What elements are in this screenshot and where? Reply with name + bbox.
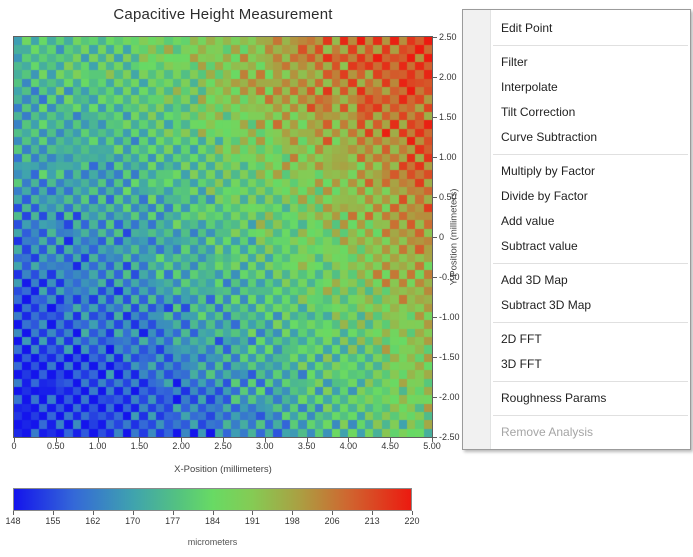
menu-item-remove-analysis: Remove Analysis [501,425,594,439]
y-tick-label: -2.00 [439,392,460,402]
colorbar-tick-mark [292,511,294,515]
menu-item-add-3d-map[interactable]: Add 3D Map [501,273,568,287]
colorbar-tick-mark [92,511,94,515]
y-tick-label: -2.50 [439,432,460,442]
y-tick-mark [433,237,437,238]
x-tick-mark [181,438,183,442]
menu-separator [493,415,688,416]
x-tick-label: 5.00 [423,441,441,451]
y-tick-label: 2.50 [439,32,457,42]
x-tick-label: 2.00 [172,441,190,451]
menu-separator [493,322,688,323]
colorbar-tick-label: 191 [244,516,260,526]
colorbar-tick-label: 170 [125,516,141,526]
x-tick-label: 4.00 [339,441,358,451]
colorbar-tick-mark [412,511,413,515]
y-tick-label: -1.00 [439,312,460,322]
y-tick-mark [433,37,437,38]
colorbar-tick-label: 177 [165,516,181,526]
colorbar-tick-mark [212,511,214,515]
y-tick-mark [433,197,437,198]
menu-item-subtract-value[interactable]: Subtract value [501,239,578,253]
chart-title: Capacitive Height Measurement [113,6,333,23]
menu-separator [493,154,688,155]
y-axis-label: Y-Position (millimeters) [448,188,460,286]
x-tick-mark [223,438,224,442]
heatmap-plot-area[interactable] [13,36,433,438]
colorbar-tick-label: 148 [5,516,21,526]
x-tick-mark [348,438,350,442]
x-tick-mark [14,438,15,442]
menu-item-add-value[interactable]: Add value [501,214,555,228]
colorbar-tick-label: 206 [324,516,340,526]
y-tick-mark [433,317,437,318]
colorbar [13,488,412,511]
y-tick-label: -0.50 [439,272,460,282]
x-tick-mark [139,438,141,442]
x-tick-label: 0 [11,441,17,451]
y-tick-mark [433,397,437,398]
menu-separator [493,263,688,264]
context-menu-items: Edit Point Filter Interpolate Tilt Correcti… [463,10,690,451]
menu-item-filter[interactable]: Filter [501,55,528,69]
menu-separator [493,45,688,46]
colorbar-tick-mark [252,511,254,515]
x-tick-mark [432,438,433,442]
menu-item-edit-point[interactable]: Edit Point [501,21,553,35]
menu-item-multiply-by-factor[interactable]: Multiply by Factor [501,164,596,178]
y-tick-label: 2.00 [439,72,457,82]
menu-item-roughness-params[interactable]: Roughness Params [501,391,607,405]
menu-item-curve-subtraction[interactable]: Curve Subtraction [501,130,598,144]
menu-item-3d-fft[interactable]: 3D FFT [501,357,542,371]
y-tick-mark [433,117,437,118]
y-tick-label: 1.00 [439,152,457,162]
x-tick-mark [306,438,308,442]
colorbar-tick-label: 184 [204,516,221,526]
menu-item-divide-by-factor[interactable]: Divide by Factor [501,189,588,203]
x-tick-mark [264,438,266,442]
colorbar-tick-mark [132,511,134,515]
y-tick-label: 0 [439,232,445,242]
y-tick-label: 0.50 [439,192,457,202]
x-axis-label: X-Position (millimeters) [174,464,272,475]
colorbar-tick-mark [52,511,54,515]
x-tick-label: 3.00 [256,441,274,451]
colorbar-tick-label: 162 [85,516,101,526]
menu-item-2d-fft[interactable]: 2D FFT [501,332,542,346]
x-tick-label: 0.50 [47,441,65,451]
x-tick-label: 1.50 [130,441,149,451]
context-menu: Edit Point Filter Interpolate Tilt Correcti… [462,9,691,450]
colorbar-unit-label: micrometers [187,537,238,547]
y-tick-label: 1.50 [439,112,457,122]
y-tick-mark [433,357,437,358]
menu-item-subtract-3d-map[interactable]: Subtract 3D Map [501,298,592,312]
y-tick-label: -1.50 [439,352,460,362]
x-tick-label: 2.50 [214,441,232,451]
menu-item-interpolate[interactable]: Interpolate [501,80,558,94]
y-tick-mark [433,277,437,278]
x-tick-mark [97,438,99,442]
colorbar-tick-label: 155 [45,516,61,526]
colorbar-tick-mark [372,511,374,515]
y-tick-mark [433,157,437,158]
y-tick-mark [433,437,437,438]
colorbar-tick-label: 213 [364,516,380,526]
context-menu-gutter [463,10,491,449]
x-tick-mark [55,438,57,442]
x-tick-label: 3.50 [297,441,316,451]
y-tick-mark [433,77,437,78]
heatmap-canvas[interactable] [14,37,432,437]
x-tick-label: 4.50 [381,441,399,451]
menu-item-tilt-correction[interactable]: Tilt Correction [501,105,576,119]
menu-separator [493,381,688,382]
x-tick-label: 1.00 [88,441,107,451]
colorbar-tick-mark [332,511,334,515]
colorbar-tick-mark [13,511,14,515]
colorbar-tick-label: 198 [284,516,300,526]
x-tick-mark [390,438,392,442]
colorbar-tick-label: 220 [404,516,420,526]
colorbar-tick-mark [172,511,174,515]
